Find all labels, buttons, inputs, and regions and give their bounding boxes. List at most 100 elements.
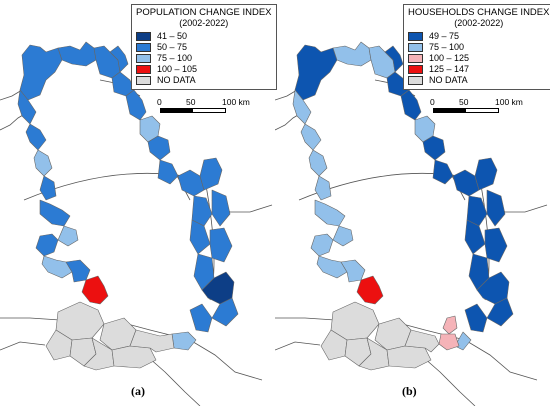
region-east-2 [177,169,205,197]
region-red [356,275,384,305]
region-nodata-3 [320,329,348,361]
legend-label: NO DATA [429,75,468,85]
legend-item: 50 – 75 [136,42,272,53]
region-west-2 [25,123,47,151]
scale-bar: 0 50 100 km [430,97,543,117]
region-east-9 [211,297,239,327]
legend-item: 75 – 100 [136,53,272,64]
region-east-5 [211,189,231,227]
legend-households: HOUSEHOLDS CHANGE INDEX (2002-2022) 49 –… [403,4,550,90]
region-east-10 [189,303,213,333]
legend-subtitle: (2002-2022) [179,18,229,28]
region-nodata-6 [111,345,157,369]
region-north-4 [109,45,129,73]
municipalities [17,41,239,371]
scale-segment-light [192,108,226,113]
region-north-2 [332,41,372,67]
legend-item: NO DATA [408,75,549,86]
region-east-4 [466,195,488,227]
region-nodata-7 [404,329,440,353]
region-east-6 [189,219,211,255]
legend-label: 75 – 100 [157,53,193,63]
region-north-2 [57,41,97,67]
region-west-8 [316,255,348,279]
region-north-1 [19,44,63,101]
legend-swatch [136,32,151,41]
region-east-7 [209,227,233,263]
region-pink-1 [442,315,458,335]
scale-label-100: 100 km [222,97,250,107]
population-map [0,41,273,406]
region-west-4 [39,175,57,201]
legend-swatch [136,43,151,52]
region-east-7 [484,227,508,263]
legend-label: NO DATA [157,75,196,85]
region-west-5 [314,199,346,227]
scale-label-0: 0 [157,97,162,107]
region-north-6 [400,89,422,121]
region-west-2 [300,123,322,151]
region-east-6 [464,219,486,255]
region-west-4 [314,175,332,201]
municipalities [292,41,514,371]
legend-swatch [136,76,151,85]
legend-item: 41 – 50 [136,31,272,42]
region-east-1 [432,159,454,185]
region-nodata-7 [129,329,175,353]
scale-label-0: 0 [430,97,435,107]
legend-swatch [408,65,423,74]
legend-item: 100 – 125 [408,53,549,64]
region-west-7 [35,233,59,257]
legend-item: 100 – 105 [136,64,272,75]
households-map [275,41,548,406]
map-panel-population: POPULATION CHANGE INDEX (2002-2022) 41 –… [0,4,277,406]
region-north-6 [125,89,147,121]
region-east-5 [486,189,506,227]
scale-segment-dark [160,108,192,113]
legend-title: POPULATION CHANGE INDEX [136,7,272,18]
region-west-7 [310,233,334,257]
region-nodata-6 [386,345,432,369]
region-west-8 [41,255,73,279]
legend-swatch [408,76,423,85]
region-north-1 [294,44,338,101]
legend-swatch [136,54,151,63]
caption-b: (b) [402,384,417,398]
region-east-4 [191,195,213,227]
legend-item: NO DATA [136,75,272,86]
caption-a: (a) [131,384,145,398]
legend-label: 100 – 125 [429,53,470,63]
region-east-2 [452,169,480,197]
legend-swatch [408,43,423,52]
legend-item: 49 – 75 [408,31,549,42]
scale-bar: 0 50 100 km [157,97,270,117]
region-west-3 [308,149,328,177]
scale-label-50: 50 [186,97,196,107]
region-pink-2 [438,333,460,351]
scale-label-100: 100 km [495,97,523,107]
scale-label-50: 50 [459,97,469,107]
region-east-1 [157,159,179,185]
region-east-11 [171,331,197,351]
legend-swatch [408,54,423,63]
region-nodata-3 [45,329,73,361]
region-east-10 [486,297,514,327]
legend-swatch [136,65,151,74]
scale-segment-light [465,108,499,113]
legend-title: HOUSEHOLDS CHANGE INDEX [408,7,550,18]
legend-label: 50 – 75 [157,42,188,52]
legend-label: 100 – 105 [157,64,198,74]
region-west-6 [332,225,354,247]
region-west-3 [33,149,53,177]
legend-subtitle: (2002-2022) [454,18,504,28]
legend-label: 125 – 147 [429,64,470,74]
legend-label: 41 – 50 [157,31,188,41]
region-red [81,275,109,305]
map-panel-households: HOUSEHOLDS CHANGE INDEX (2002-2022) 49 –… [275,0,550,406]
legend-label: 49 – 75 [429,31,460,41]
region-east-3 [199,157,223,191]
legend-population: POPULATION CHANGE INDEX (2002-2022) 41 –… [131,4,277,90]
region-west-6 [57,225,79,247]
scale-segment-dark [433,108,465,113]
legend-item: 75 – 100 [408,42,549,53]
